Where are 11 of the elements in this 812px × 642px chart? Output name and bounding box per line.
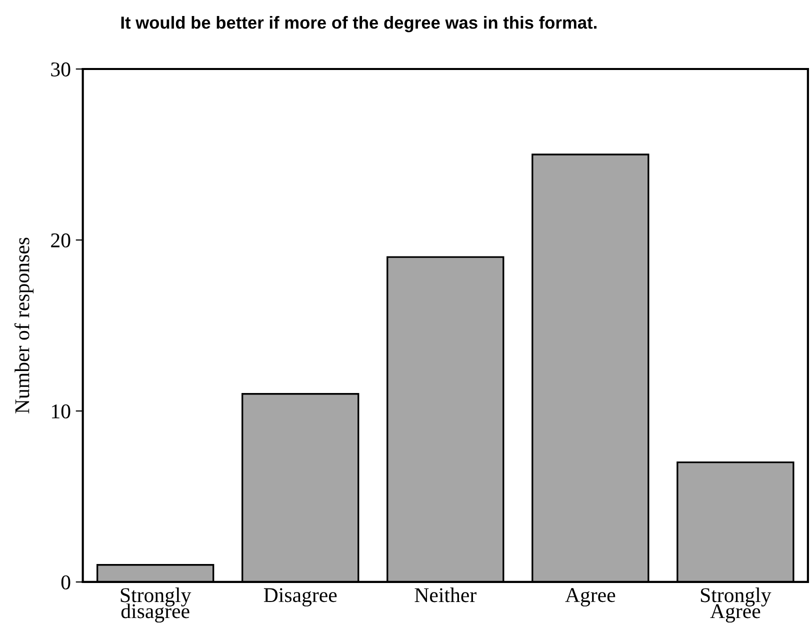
x-tick-label: Agree — [565, 588, 616, 606]
y-axis-title: Number of responses — [14, 238, 34, 414]
x-tick-label: Disagree — [264, 588, 337, 606]
y-tick-label: 0 — [61, 575, 70, 590]
y-tick-label: 20 — [51, 233, 70, 248]
y-tick-label: 10 — [52, 404, 70, 418]
x-tick-label: Strongly Agree — [700, 588, 772, 623]
x-tick-label: Neither — [414, 588, 476, 602]
y-tick-label: 30 — [51, 62, 70, 76]
x-tick-label: Strongly disagree — [120, 588, 192, 623]
chart-title: It would be better if more of the degree was in this format. — [121, 16, 596, 32]
